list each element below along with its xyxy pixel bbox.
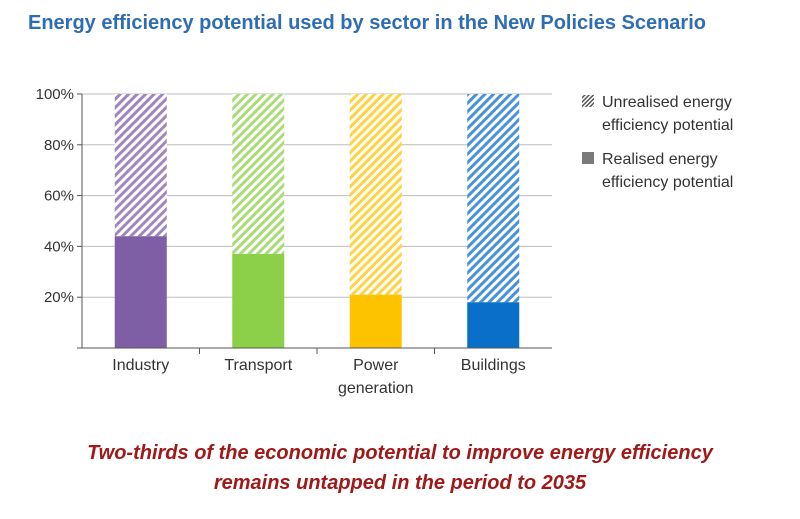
legend-label-unrealised-energy-efficiency-potential: Unrealised energy (602, 94, 732, 111)
y-tick-label: 80% (44, 137, 74, 154)
x-tick-label: Industry (112, 357, 169, 374)
bar-unrealised-transport (232, 94, 285, 255)
x-tick-label: generation (338, 380, 414, 397)
bar-realised-industry (114, 236, 167, 348)
legend-label-realised-energy-efficiency-potential: efficiency potential (602, 174, 733, 191)
legend-label-realised-energy-efficiency-potential: Realised energy (602, 151, 718, 168)
x-tick-label: Transport (224, 357, 292, 374)
bar-unrealised-buildings (467, 94, 520, 303)
y-tick-label: 100% (36, 86, 74, 103)
chart-title: Energy efficiency potential used by sect… (28, 12, 706, 34)
bar-realised-power-generation (349, 294, 402, 348)
bar-unrealised-industry (114, 94, 167, 237)
x-tick-label: Power (353, 357, 399, 374)
y-tick-label: 60% (44, 188, 74, 205)
bar-realised-buildings (467, 302, 520, 348)
legend-swatch-unrealised-energy-efficiency-potential (582, 95, 594, 107)
bar-unrealised-power-generation (349, 94, 402, 295)
bar-realised-transport (232, 254, 285, 348)
y-tick-label: 40% (44, 238, 74, 255)
legend-label-unrealised-energy-efficiency-potential: efficiency potential (602, 117, 733, 134)
x-tick-label: Buildings (461, 357, 526, 374)
y-tick-label: 20% (44, 289, 74, 306)
caption-line-2: remains untapped in the period to 2035 (213, 472, 587, 494)
caption-line-1: Two-thirds of the economic potential to … (87, 442, 713, 464)
legend-swatch-realised-energy-efficiency-potential (582, 152, 594, 164)
